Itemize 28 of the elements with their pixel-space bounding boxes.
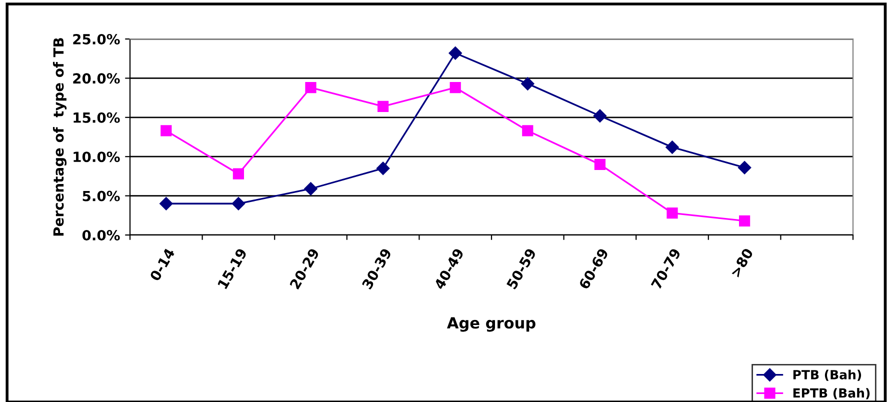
y-tick-label: 10.0% bbox=[74, 152, 120, 162]
point bbox=[160, 197, 173, 210]
legend-label: PTB (Bah) bbox=[793, 370, 862, 381]
point bbox=[305, 82, 316, 94]
y-tick-label: 15.0% bbox=[74, 112, 120, 123]
y-tick-label: 0.0% bbox=[82, 230, 120, 240]
point bbox=[666, 140, 679, 154]
y-tick-label: 5.0% bbox=[82, 190, 120, 202]
point bbox=[450, 82, 461, 94]
point bbox=[594, 158, 606, 170]
point bbox=[448, 46, 462, 60]
point bbox=[593, 109, 607, 122]
legend-label: EPTB (Bah) bbox=[793, 388, 870, 400]
point bbox=[521, 77, 534, 90]
point bbox=[160, 125, 172, 136]
point bbox=[232, 197, 246, 210]
y-tick-label: 25.0% bbox=[73, 34, 120, 44]
point bbox=[522, 125, 534, 136]
point bbox=[304, 182, 318, 196]
point bbox=[376, 162, 390, 175]
y-axis-title: Percentage of type of TB bbox=[52, 38, 67, 236]
x-axis-title: Age group bbox=[446, 317, 536, 332]
point bbox=[666, 207, 678, 219]
point bbox=[232, 168, 244, 180]
point bbox=[738, 160, 752, 174]
point bbox=[738, 215, 750, 226]
point bbox=[377, 100, 389, 112]
y-tick-label: 20.0% bbox=[73, 73, 120, 84]
